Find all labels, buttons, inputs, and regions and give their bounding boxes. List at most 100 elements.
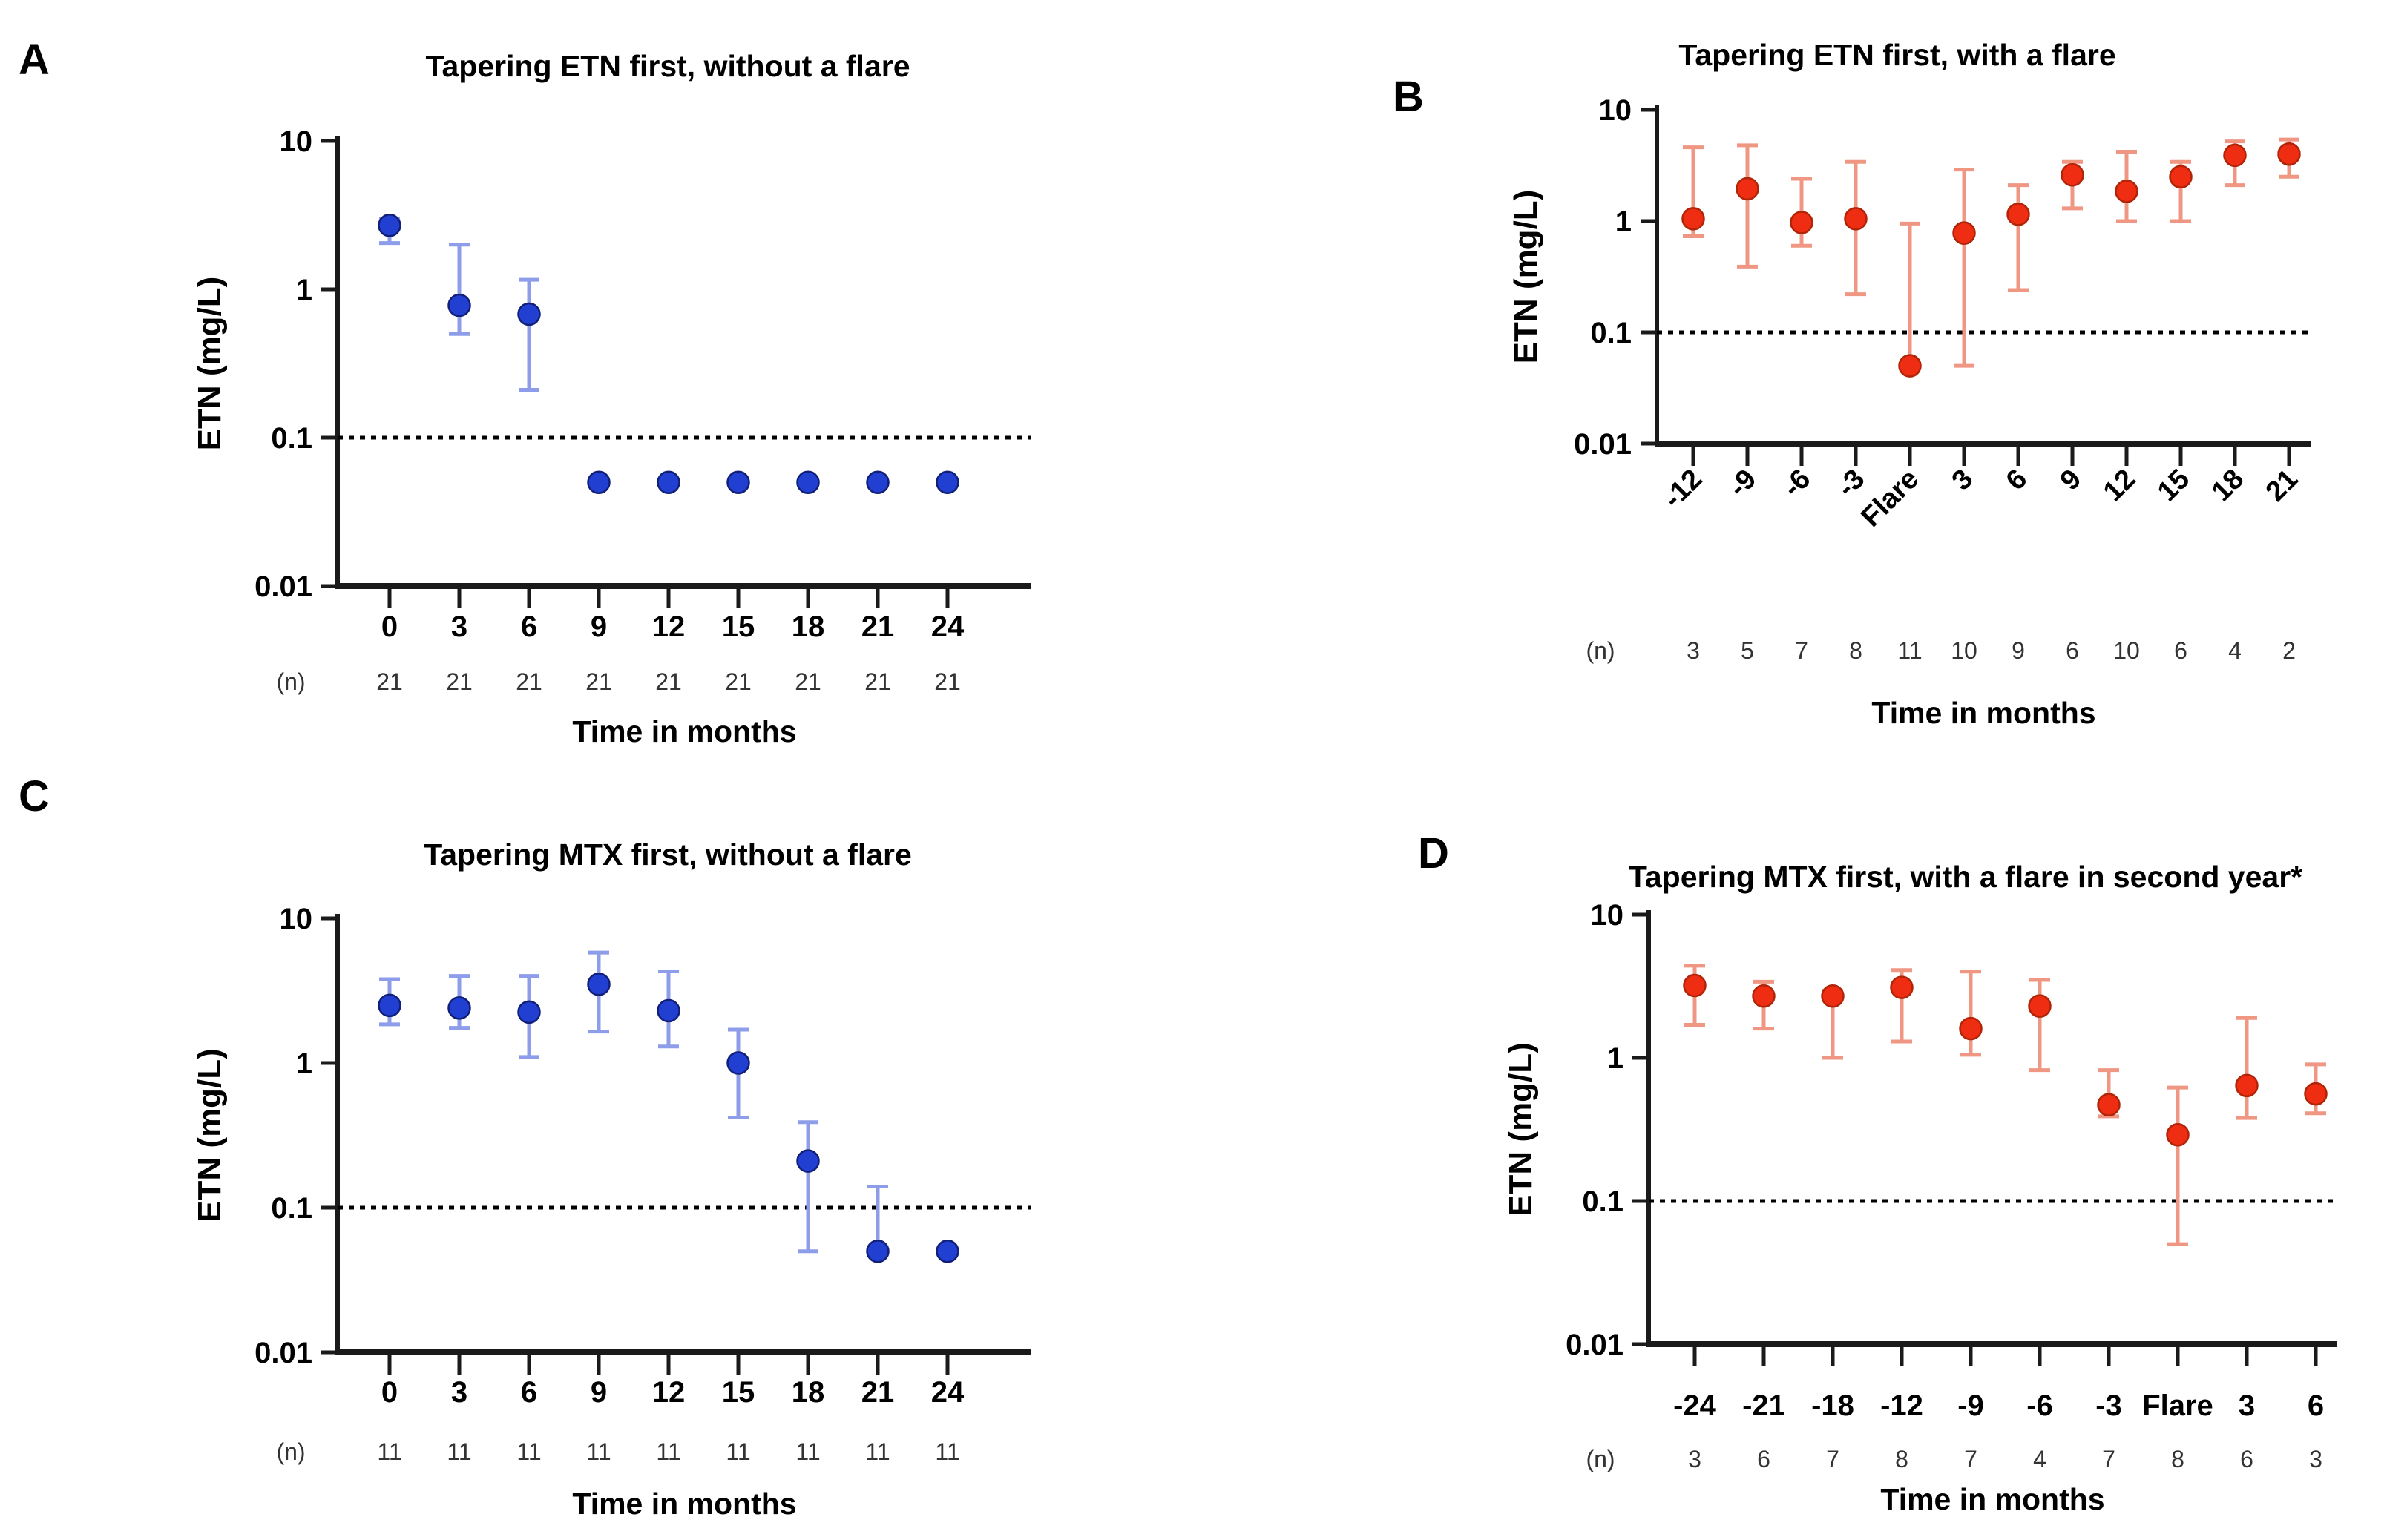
data-point [1821, 984, 1845, 1008]
n-value: 6 [2066, 637, 2079, 664]
x-tick-label: Flare [2142, 1389, 2213, 1422]
n-value: 11 [586, 1438, 611, 1465]
y-tick-label: 1 [1615, 205, 1632, 238]
x-tick-label: 9 [2055, 464, 2088, 497]
x-tick-label: 6 [2000, 464, 2034, 497]
n-value: 8 [1849, 637, 1862, 664]
n-value: 7 [1964, 1446, 1977, 1472]
x-tick-label: 15 [722, 1376, 755, 1409]
y-tick-label: 0.01 [1574, 428, 1632, 461]
n-value: 21 [725, 668, 752, 695]
data-point [1681, 207, 1705, 231]
n-value: 7 [2102, 1446, 2115, 1472]
n-value: 4 [2228, 637, 2242, 664]
x-tick-label: -18 [1811, 1389, 1854, 1422]
y-axis-title: ETN (mg/L) [191, 277, 228, 451]
n-value: 11 [935, 1438, 959, 1465]
panel-d-tapering-mtx-with-flare: D Tapering MTX first, with a flare in sec… [1194, 770, 2387, 1540]
n-row-label: (n) [1586, 637, 1615, 664]
data-point [378, 213, 401, 237]
panel-a-tapering-etn-no-flare: A Tapering ETN first, without a flare 0.01… [0, 0, 1193, 770]
y-tick-label: 0.1 [1582, 1185, 1623, 1218]
x-tick-label: 18 [2206, 464, 2250, 508]
y-tick-label: 1 [296, 1047, 312, 1080]
x-tick-label: 21 [861, 1376, 895, 1409]
y-tick-label: 0.1 [1590, 317, 1632, 349]
x-tick-label: 3 [451, 1376, 467, 1409]
x-tick-label: -24 [1673, 1389, 1717, 1422]
n-value: 3 [2309, 1446, 2322, 1472]
x-tick-label: 6 [521, 611, 537, 643]
x-tick-label: 12 [652, 1376, 686, 1409]
data-point [587, 973, 611, 996]
data-point [1959, 1016, 1983, 1041]
n-value: 7 [1795, 637, 1808, 664]
data-point [2169, 165, 2193, 189]
n-value: 2 [2282, 637, 2296, 664]
n-value: 6 [2240, 1446, 2253, 1472]
x-tick-label: -3 [2095, 1389, 2122, 1422]
y-tick-label: 1 [1607, 1042, 1623, 1075]
n-value: 10 [2113, 637, 2140, 664]
data-point [2006, 203, 2030, 226]
x-tick-label: 0 [381, 611, 398, 643]
panel-b-tapering-etn-with-flare: B Tapering ETN first, with a flare 0.01 0.1… [1194, 0, 2387, 770]
chart-title: Tapering MTX first, with a flare in seco… [1629, 860, 2302, 894]
chart-title: Tapering MTX first, without a flare [424, 838, 912, 872]
x-axis-title: Time in months [1880, 1482, 2104, 1516]
chart-title: Tapering ETN first, with a flare [1678, 38, 2115, 72]
data-point [2061, 163, 2084, 187]
x-tick-label: -12 [1880, 1389, 1923, 1422]
y-tick-label: 0.01 [255, 570, 312, 603]
panel-b-chart: B Tapering ETN first, with a flare 0.01 0.1… [1393, 38, 2311, 730]
y-tick-label: 0.1 [271, 422, 312, 455]
n-value: 11 [795, 1438, 820, 1465]
data-point [517, 1000, 541, 1024]
x-tick-label: 15 [722, 611, 755, 643]
x-tick-label: -3 [1831, 464, 1871, 504]
y-tick-label: 10 [1591, 899, 1624, 932]
n-value: 10 [1951, 637, 1977, 664]
y-tick-label: 0.1 [271, 1192, 312, 1225]
x-tick-label: 9 [591, 1376, 607, 1409]
x-tick-label: 0 [381, 1376, 398, 1409]
n-value: 8 [2171, 1446, 2184, 1472]
x-tick-label: 6 [2308, 1389, 2324, 1422]
data-point [1790, 211, 1813, 234]
x-tick-label: 9 [591, 611, 607, 643]
n-value: 21 [376, 668, 403, 695]
n-value: 11 [865, 1438, 890, 1465]
n-row-label: (n) [1586, 1446, 1615, 1472]
data-point [2097, 1093, 2121, 1117]
n-value: 11 [447, 1438, 471, 1465]
x-tick-label: -9 [1957, 1389, 1984, 1422]
n-value: 8 [1895, 1446, 1908, 1472]
data-point [447, 996, 471, 1020]
x-tick-label: 3 [1946, 464, 1980, 497]
data-point [866, 1239, 890, 1263]
x-tick-label: 24 [931, 1376, 965, 1409]
x-tick-label: 12 [2098, 464, 2142, 508]
x-tick-label: 24 [931, 611, 965, 643]
y-tick-label: 10 [1599, 94, 1632, 127]
panel-a-chart: A Tapering ETN first, without a flare 0.01… [19, 36, 1031, 748]
data-point [2223, 143, 2247, 168]
panel-c-tapering-mtx-no-flare: C Tapering MTX first, without a flare 0.01… [0, 770, 1193, 1540]
n-value: 6 [1757, 1446, 1770, 1472]
data-point [796, 1149, 820, 1173]
n-value: 21 [446, 668, 473, 695]
x-tick-label: -9 [1723, 464, 1763, 504]
n-value: 11 [516, 1438, 541, 1465]
y-axis-title: ETN (mg/L) [1503, 1042, 1539, 1217]
data-point [378, 993, 401, 1018]
data-point [726, 1051, 750, 1075]
y-tick-label: 10 [280, 903, 313, 935]
data-point [936, 1239, 959, 1263]
n-value: 21 [516, 668, 542, 695]
panel-letter: A [19, 36, 50, 84]
n-value: 11 [377, 1438, 401, 1465]
n-value: 7 [1826, 1446, 1839, 1472]
data-point [2277, 142, 2301, 166]
x-axis-title: Time in months [1871, 696, 2095, 730]
